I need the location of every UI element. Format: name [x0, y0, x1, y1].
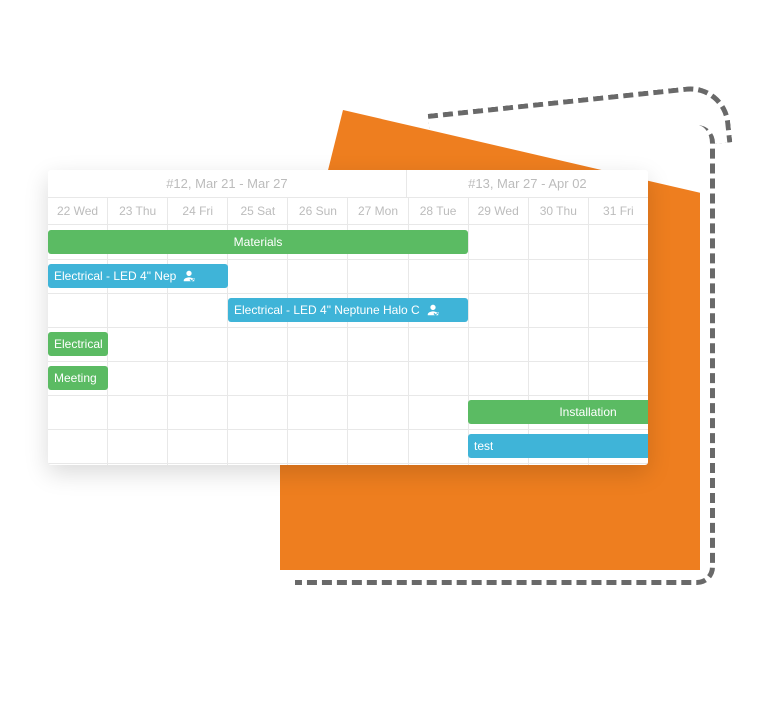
day-header-cell[interactable]: 29 Wed — [469, 198, 529, 224]
day-header-row: 22 Wed 23 Thu 24 Fri 25 Sat 26 Sun 27 Mo… — [48, 198, 648, 225]
grid-rows — [48, 225, 648, 465]
event-elec-led-1[interactable]: Electrical - LED 4" Nep — [48, 264, 228, 288]
event-label: Meeting — [54, 366, 97, 390]
event-installation[interactable]: Installation — [468, 400, 648, 424]
event-label: Electrical - LED 4" Neptune Halo C — [234, 298, 420, 322]
calendar-card: #12, Mar 21 - Mar 27 #13, Mar 27 - Apr 0… — [48, 170, 648, 465]
event-label: Installation — [559, 400, 616, 424]
event-electrical[interactable]: Electrical — [48, 332, 108, 356]
event-label: Materials — [234, 230, 283, 254]
day-header-cell[interactable]: 24 Fri — [168, 198, 228, 224]
event-label: Electrical — [54, 332, 102, 356]
event-label: Electrical - LED 4" Nep — [54, 264, 176, 288]
day-header-cell[interactable]: 31 Fri — [589, 198, 648, 224]
user-check-icon — [182, 269, 196, 283]
day-header-cell[interactable]: 23 Thu — [108, 198, 168, 224]
day-header-cell[interactable]: 22 Wed — [48, 198, 108, 224]
week-header-row: #12, Mar 21 - Mar 27 #13, Mar 27 - Apr 0… — [48, 170, 648, 198]
day-header-cell[interactable]: 27 Mon — [348, 198, 408, 224]
calendar-grid: Materials Electrical - LED 4" Nep Electric… — [48, 225, 648, 465]
event-test[interactable]: test — [468, 434, 648, 458]
event-meeting[interactable]: Meeting — [48, 366, 108, 390]
week-label: #12, Mar 21 - Mar 27 — [48, 170, 407, 197]
event-label: test — [474, 434, 493, 458]
event-materials[interactable]: Materials — [48, 230, 468, 254]
event-elec-led-2[interactable]: Electrical - LED 4" Neptune Halo C — [228, 298, 468, 322]
day-header-cell[interactable]: 28 Tue — [409, 198, 469, 224]
week-label: #13, Mar 27 - Apr 02 — [407, 170, 648, 197]
day-header-cell[interactable]: 30 Thu — [529, 198, 589, 224]
day-header-cell[interactable]: 26 Sun — [288, 198, 348, 224]
day-header-cell[interactable]: 25 Sat — [228, 198, 288, 224]
user-check-icon — [426, 303, 440, 317]
